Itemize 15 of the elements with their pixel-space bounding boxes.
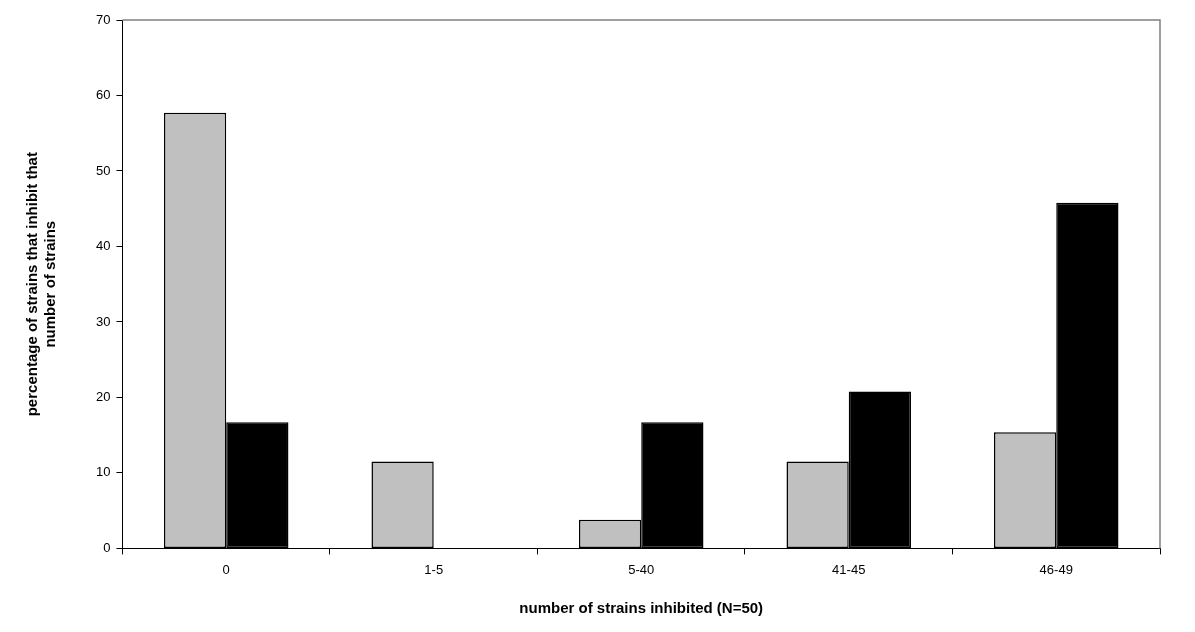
y-tick-label: 70 — [95, 11, 111, 27]
x-tick-label: 1-5 — [424, 561, 444, 577]
x-tick-label: 46-49 — [1039, 561, 1073, 577]
x-tick-label: 0 — [222, 561, 230, 577]
y-tick-label: 60 — [95, 87, 111, 103]
y-axis-title: percentage of strains that inhibit that number of strains — [23, 152, 59, 417]
y-tick-label: 10 — [95, 464, 111, 480]
y-tick-label: 30 — [95, 313, 111, 329]
y-tick-label: 50 — [95, 162, 111, 178]
x-axis-title: number of strains inhibited (N=50) — [519, 599, 764, 617]
y-tick-label: 0 — [103, 539, 111, 555]
y-tick-label: 20 — [95, 389, 111, 405]
x-tick-label: 41-45 — [832, 561, 866, 577]
y-tick-label: 40 — [95, 238, 111, 254]
x-tick-label: 5-40 — [628, 561, 655, 577]
